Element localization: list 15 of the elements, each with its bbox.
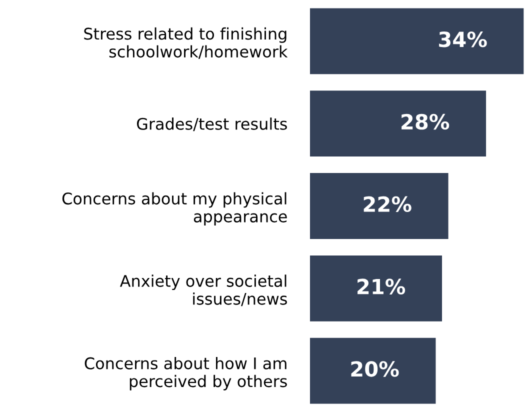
data-label: 20% [351, 361, 399, 377]
data-label: 34% [439, 31, 487, 48]
bar [310, 173, 448, 239]
y-tick-label: Concerns about my physical appearance [62, 192, 287, 226]
y-tick-label: Stress related to finishing schoolwork/homework [84, 27, 288, 59]
bar [310, 255, 442, 322]
y-tick-label: Concerns about how I am perceived by others [84, 357, 287, 390]
y-tick-label: Grades/test results [136, 118, 287, 132]
data-label: 28% [402, 114, 450, 130]
data-label: 22% [364, 196, 412, 212]
bar [310, 8, 524, 74]
y-tick-label: Anxiety over societal issues/news [120, 274, 287, 306]
bar [310, 338, 436, 404]
bar [310, 90, 486, 157]
data-label: 21% [358, 278, 406, 294]
